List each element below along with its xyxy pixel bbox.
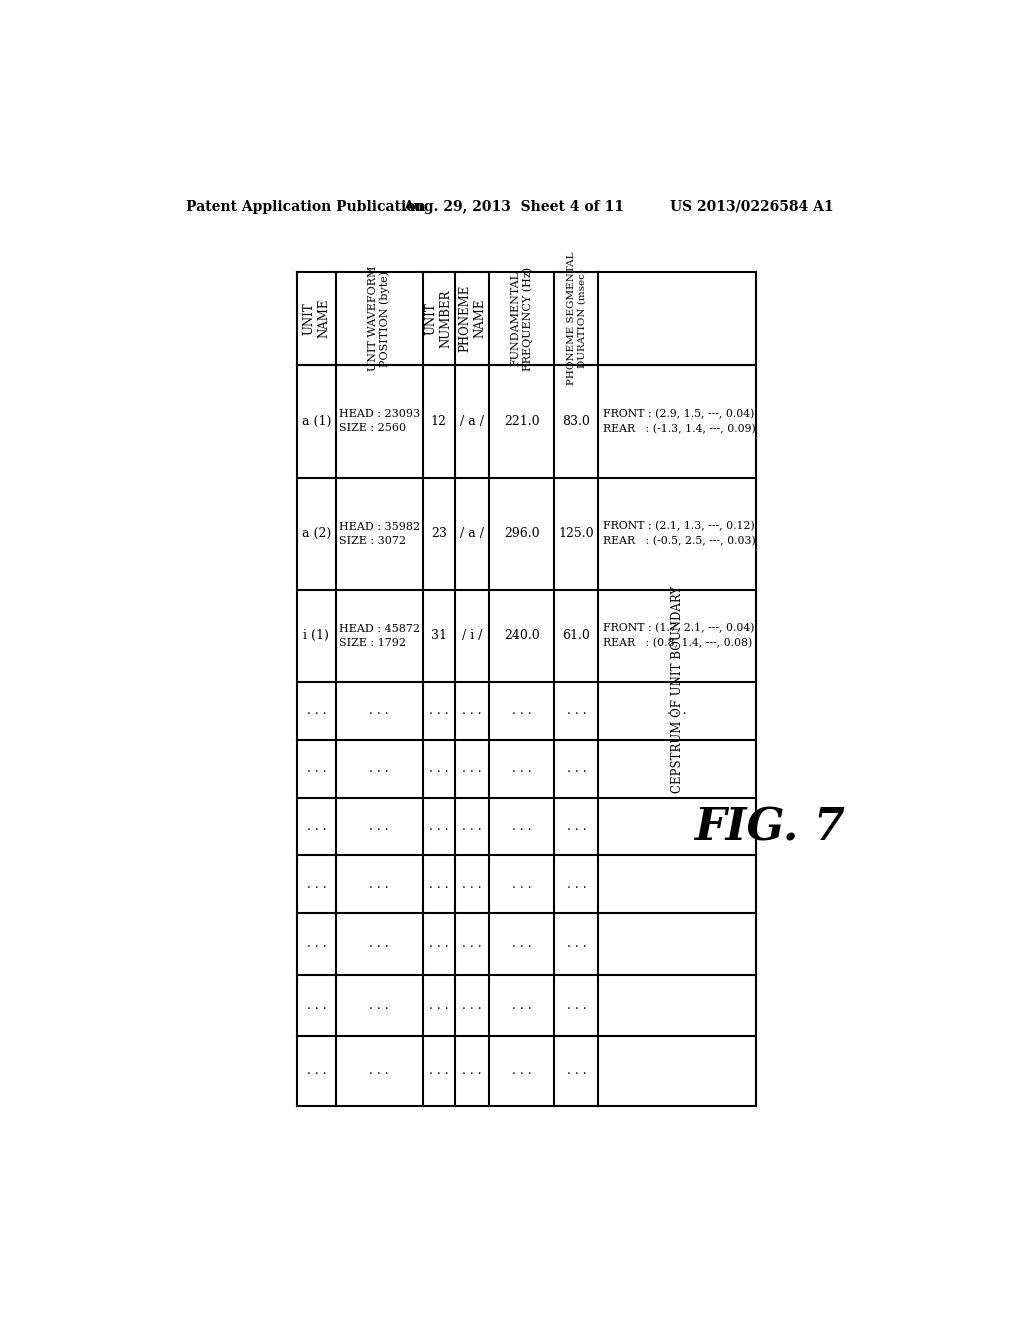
Text: . . .: . . . xyxy=(370,762,389,775)
Text: . . .: . . . xyxy=(429,1064,449,1077)
Text: . . .: . . . xyxy=(429,820,449,833)
Text: . . .: . . . xyxy=(512,1064,531,1077)
Text: . . .: . . . xyxy=(429,937,449,950)
Text: PHONEME SEGMENTAL
DURATION (msec): PHONEME SEGMENTAL DURATION (msec) xyxy=(566,252,586,385)
Text: . . .: . . . xyxy=(566,1064,586,1077)
Text: . . .: . . . xyxy=(512,705,531,717)
Text: . . .: . . . xyxy=(370,705,389,717)
Text: 221.0: 221.0 xyxy=(504,414,540,428)
Text: i (1): i (1) xyxy=(303,630,330,643)
Text: . . .: . . . xyxy=(429,762,449,775)
Text: / i /: / i / xyxy=(462,630,482,643)
Text: HEAD : 23093
SIZE : 2560: HEAD : 23093 SIZE : 2560 xyxy=(339,409,420,433)
Text: a (2): a (2) xyxy=(302,527,331,540)
Text: REAR   : (0.8, 1.4, ---, 0.08): REAR : (0.8, 1.4, ---, 0.08) xyxy=(603,639,753,648)
Text: a (1): a (1) xyxy=(302,414,331,428)
Text: FRONT : (1.7, 2.1, ---, 0.04): FRONT : (1.7, 2.1, ---, 0.04) xyxy=(603,623,755,634)
Text: 23: 23 xyxy=(431,527,446,540)
Text: 240.0: 240.0 xyxy=(504,630,540,643)
Text: FUNDAMENTAL
FREQUENCY (Hz): FUNDAMENTAL FREQUENCY (Hz) xyxy=(511,267,532,371)
Text: . . .: . . . xyxy=(306,762,326,775)
Text: HEAD : 45872
SIZE : 1792: HEAD : 45872 SIZE : 1792 xyxy=(339,624,420,648)
Text: . . .: . . . xyxy=(370,937,389,950)
Text: REAR   : (-1.3, 1.4, ---, 0.09): REAR : (-1.3, 1.4, ---, 0.09) xyxy=(603,424,756,434)
Text: Patent Application Publication: Patent Application Publication xyxy=(186,199,426,214)
Text: . . .: . . . xyxy=(370,999,389,1012)
Text: / a /: / a / xyxy=(460,414,484,428)
Text: . . .: . . . xyxy=(566,937,586,950)
Text: . . .: . . . xyxy=(462,705,482,717)
Text: . . .: . . . xyxy=(512,762,531,775)
Text: . . .: . . . xyxy=(306,878,326,891)
Text: . . .: . . . xyxy=(668,705,687,717)
Text: 296.0: 296.0 xyxy=(504,527,540,540)
Text: 125.0: 125.0 xyxy=(558,527,594,540)
Text: . . .: . . . xyxy=(306,1064,326,1077)
Text: . . .: . . . xyxy=(462,762,482,775)
Text: . . .: . . . xyxy=(566,820,586,833)
Text: UNIT WAVEFORM
POSITION (byte): UNIT WAVEFORM POSITION (byte) xyxy=(368,265,390,371)
Text: HEAD : 35982
SIZE : 3072: HEAD : 35982 SIZE : 3072 xyxy=(339,521,420,545)
Text: . . .: . . . xyxy=(566,878,586,891)
Text: . . .: . . . xyxy=(306,999,326,1012)
Text: . . .: . . . xyxy=(512,820,531,833)
Text: . . .: . . . xyxy=(429,705,449,717)
Text: . . .: . . . xyxy=(462,1064,482,1077)
Text: . . .: . . . xyxy=(370,878,389,891)
Text: PHONEME
NAME: PHONEME NAME xyxy=(458,285,486,352)
Text: 31: 31 xyxy=(431,630,446,643)
Text: FIG. 7: FIG. 7 xyxy=(693,807,845,850)
Text: UNIT
NAME: UNIT NAME xyxy=(302,298,331,338)
Text: . . .: . . . xyxy=(462,878,482,891)
Text: FRONT : (2.9, 1.5, ---, 0.04): FRONT : (2.9, 1.5, ---, 0.04) xyxy=(603,408,755,418)
Text: . . .: . . . xyxy=(462,937,482,950)
Text: / a /: / a / xyxy=(460,527,484,540)
Text: . . .: . . . xyxy=(512,878,531,891)
Text: . . .: . . . xyxy=(306,820,326,833)
Text: . . .: . . . xyxy=(462,999,482,1012)
Text: . . .: . . . xyxy=(566,705,586,717)
Text: . . .: . . . xyxy=(462,820,482,833)
Text: CEPSTRUM OF UNIT BOUNDARY: CEPSTRUM OF UNIT BOUNDARY xyxy=(671,585,684,792)
Text: US 2013/0226584 A1: US 2013/0226584 A1 xyxy=(671,199,835,214)
Text: . . .: . . . xyxy=(370,1064,389,1077)
Text: Aug. 29, 2013  Sheet 4 of 11: Aug. 29, 2013 Sheet 4 of 11 xyxy=(403,199,624,214)
Text: . . .: . . . xyxy=(512,999,531,1012)
Text: REAR   : (-0.5, 2.5, ---, 0.03): REAR : (-0.5, 2.5, ---, 0.03) xyxy=(603,536,756,546)
Text: . . .: . . . xyxy=(306,705,326,717)
Text: . . .: . . . xyxy=(566,762,586,775)
Text: UNIT
NUMBER: UNIT NUMBER xyxy=(425,289,453,347)
Text: . . .: . . . xyxy=(512,937,531,950)
Text: 12: 12 xyxy=(431,414,446,428)
Text: 61.0: 61.0 xyxy=(562,630,590,643)
Text: . . .: . . . xyxy=(429,999,449,1012)
Text: . . .: . . . xyxy=(306,937,326,950)
Text: 83.0: 83.0 xyxy=(562,414,590,428)
Text: . . .: . . . xyxy=(429,878,449,891)
Text: FRONT : (2.1, 1.3, ---, 0.12): FRONT : (2.1, 1.3, ---, 0.12) xyxy=(603,521,755,531)
Text: . . .: . . . xyxy=(370,820,389,833)
Text: . . .: . . . xyxy=(566,999,586,1012)
